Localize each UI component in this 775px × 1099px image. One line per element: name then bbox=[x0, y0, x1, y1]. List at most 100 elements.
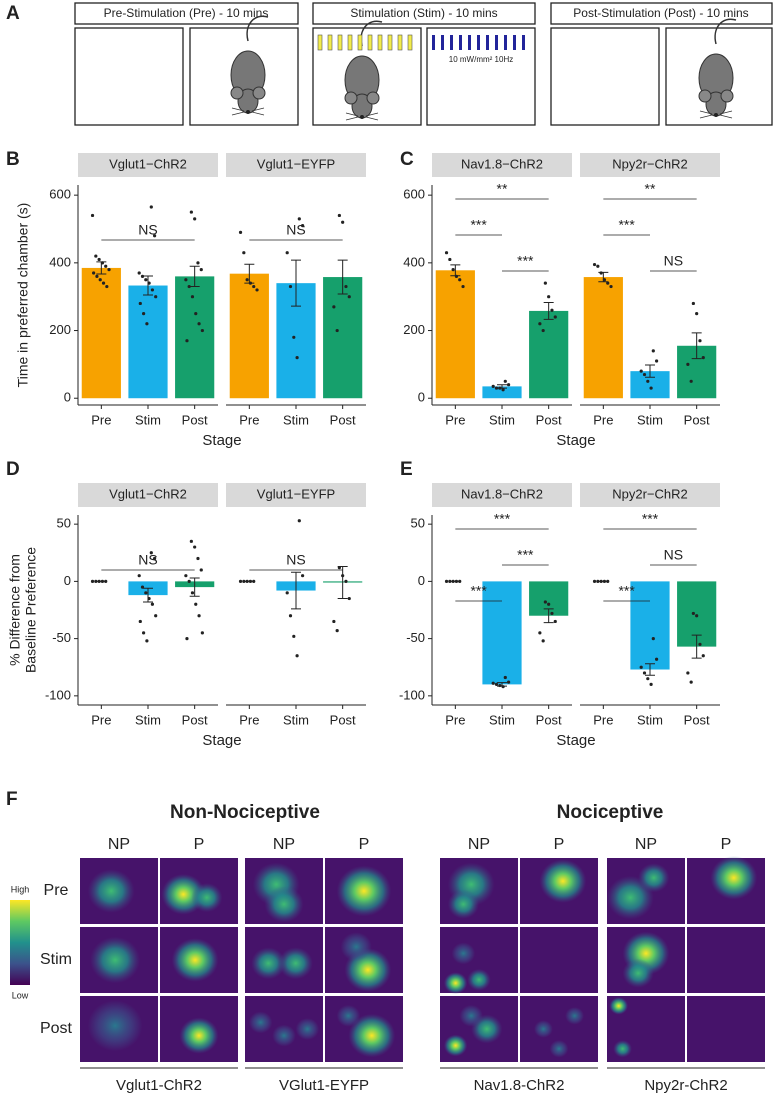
y-tick-label: -50 bbox=[52, 630, 71, 645]
panel-label: C bbox=[400, 149, 414, 170]
data-point bbox=[335, 328, 339, 333]
data-point bbox=[698, 642, 702, 646]
data-point bbox=[184, 278, 188, 282]
data-point bbox=[547, 602, 551, 606]
heatmap-hotspot bbox=[336, 1004, 361, 1027]
x-axis-label: Stage bbox=[202, 732, 241, 749]
data-point bbox=[138, 301, 142, 306]
data-point bbox=[592, 579, 597, 583]
data-point bbox=[503, 379, 507, 383]
data-point bbox=[105, 284, 109, 289]
data-point bbox=[242, 251, 246, 255]
error-bar bbox=[337, 566, 348, 600]
group-label: Vglut1-ChR2 bbox=[116, 1077, 202, 1094]
heatmap-hotspot bbox=[340, 932, 372, 962]
data-point bbox=[107, 268, 111, 272]
error-bar bbox=[691, 332, 702, 360]
data-point bbox=[142, 312, 146, 316]
data-point bbox=[149, 551, 153, 555]
heatmap-hotspot bbox=[171, 938, 219, 982]
data-point bbox=[491, 681, 495, 685]
x-tick-label: Post bbox=[182, 712, 208, 727]
data-point bbox=[501, 388, 505, 392]
significance-label: ** bbox=[645, 181, 656, 197]
y-tick-label: 0 bbox=[418, 390, 425, 405]
data-point bbox=[200, 631, 204, 635]
heatmap-title: Non-Nociceptive bbox=[170, 802, 320, 823]
heatmap-hotspot bbox=[87, 869, 135, 913]
data-point bbox=[448, 257, 452, 262]
data-point bbox=[592, 262, 597, 267]
panel-label: A bbox=[6, 3, 20, 24]
heatmap-hotspot bbox=[609, 997, 629, 1015]
colorbar-label: Low bbox=[12, 990, 29, 1000]
facet-strip bbox=[432, 153, 572, 177]
light-pulses-yellow bbox=[317, 34, 413, 51]
y-axis-label: Baseline Preference bbox=[23, 547, 39, 673]
group-label: Nav1.8-ChR2 bbox=[474, 1077, 565, 1094]
colorbar bbox=[10, 900, 30, 985]
data-point bbox=[347, 295, 351, 299]
significance-label: *** bbox=[494, 511, 511, 527]
data-point bbox=[444, 251, 449, 255]
significance-label: *** bbox=[618, 583, 635, 599]
data-point bbox=[190, 295, 195, 299]
data-point bbox=[698, 339, 702, 343]
data-point bbox=[686, 671, 690, 675]
facet-title: Nav1.8−ChR2 bbox=[461, 156, 543, 171]
data-point bbox=[197, 614, 201, 618]
heatmap-hotspot bbox=[295, 1018, 320, 1040]
data-point bbox=[550, 611, 554, 616]
x-tick-label: Post bbox=[182, 412, 208, 427]
chamber bbox=[426, 27, 536, 126]
data-point bbox=[138, 619, 142, 624]
data-point bbox=[238, 579, 243, 583]
error-bar bbox=[143, 587, 153, 603]
data-point bbox=[646, 677, 650, 681]
significance-label: *** bbox=[618, 217, 635, 233]
x-tick-label: Stim bbox=[283, 412, 309, 427]
y-tick-label: -50 bbox=[406, 630, 425, 645]
y-tick-label: 50 bbox=[57, 516, 71, 531]
x-tick-label: Pre bbox=[91, 712, 111, 727]
heatmap-hotspot bbox=[90, 936, 141, 984]
heatmap-hotspot bbox=[251, 947, 286, 980]
facet-strip bbox=[78, 153, 218, 177]
data-point bbox=[344, 579, 348, 583]
error-bar bbox=[189, 265, 200, 288]
data-point bbox=[189, 210, 193, 214]
bar bbox=[175, 276, 215, 399]
x-tick-label: Stim bbox=[135, 412, 161, 427]
x-tick-label: Post bbox=[684, 412, 710, 427]
error-bar bbox=[337, 259, 348, 295]
heatmap-hotspot bbox=[348, 1013, 396, 1058]
data-point bbox=[337, 213, 341, 218]
data-point bbox=[458, 278, 462, 282]
phase-title: Pre-Stimulation (Pre) - 10 mins bbox=[104, 6, 269, 20]
heatmap-hotspot bbox=[539, 859, 587, 903]
data-point bbox=[90, 213, 95, 218]
data-point bbox=[150, 288, 154, 292]
data-point bbox=[606, 281, 610, 285]
x-tick-label: Post bbox=[536, 412, 562, 427]
column-label: NP bbox=[635, 836, 657, 853]
data-point bbox=[651, 637, 655, 641]
colorbar-label: High bbox=[11, 884, 30, 894]
heatmap-hotspot bbox=[549, 1040, 569, 1058]
heatmap-title: Nociceptive bbox=[557, 802, 664, 823]
x-tick-label: Pre bbox=[593, 412, 613, 427]
heatmap-hotspot bbox=[534, 1020, 553, 1038]
data-point bbox=[194, 602, 198, 606]
data-point bbox=[649, 682, 653, 686]
y-tick-label: 0 bbox=[418, 573, 425, 588]
error-bar bbox=[645, 364, 655, 378]
data-point bbox=[295, 356, 299, 360]
data-point bbox=[701, 654, 705, 658]
data-point bbox=[332, 305, 336, 309]
error-bar bbox=[543, 301, 554, 320]
panel-label: B bbox=[6, 149, 20, 170]
heatmap-hotspot bbox=[638, 863, 670, 893]
x-tick-label: Pre bbox=[593, 712, 613, 727]
bar bbox=[482, 581, 522, 685]
